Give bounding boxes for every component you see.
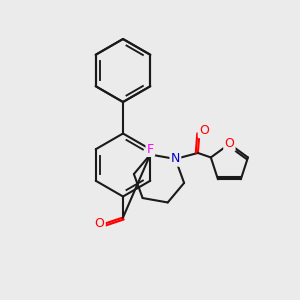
Text: O: O [224,137,234,151]
Text: N: N [171,152,180,166]
Text: O: O [95,217,104,230]
Text: F: F [147,143,154,156]
Text: O: O [199,124,209,137]
